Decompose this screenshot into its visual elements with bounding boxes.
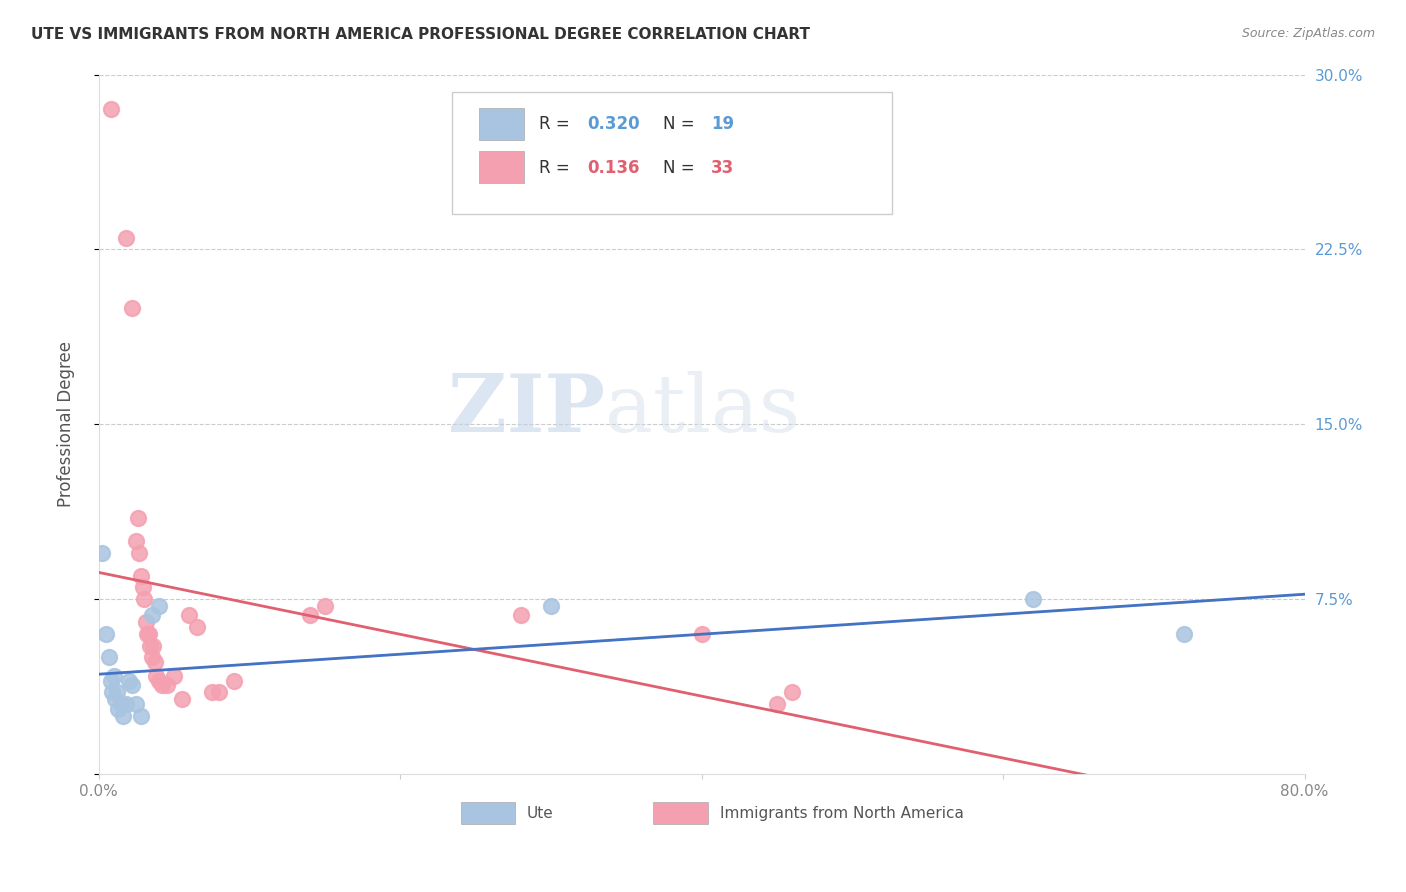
Point [186,620,208,634]
Text: R =: R = [538,115,575,133]
Point [132,592,155,607]
Point [139,639,162,653]
Point [143,655,166,669]
Point [314,599,336,614]
Point [208,685,231,699]
Point [142,639,165,653]
Point [107,702,129,716]
Point [141,608,163,623]
Point [129,569,152,583]
Point [129,708,152,723]
Point [509,608,531,623]
Point [138,627,160,641]
Text: 33: 33 [711,159,734,177]
Point [103,669,125,683]
FancyBboxPatch shape [453,92,893,214]
Text: 19: 19 [711,115,734,133]
Point [201,685,224,699]
Point [690,627,713,641]
Point [90,545,112,559]
Point [127,510,149,524]
Text: N =: N = [664,115,700,133]
Point [115,697,138,711]
Point [540,599,562,614]
Bar [478,108,524,139]
Text: N =: N = [664,159,700,177]
Point [148,673,170,688]
Text: UTE VS IMMIGRANTS FROM NORTH AMERICA PROFESSIONAL DEGREE CORRELATION CHART: UTE VS IMMIGRANTS FROM NORTH AMERICA PRO… [31,27,810,42]
Text: 0.136: 0.136 [588,159,640,177]
Point [298,608,321,623]
Point [148,599,170,614]
Point [156,678,179,692]
Point [100,673,122,688]
Point [766,697,789,711]
Point [104,692,127,706]
Text: R =: R = [538,159,575,177]
Bar [654,802,707,824]
Point [134,615,156,630]
Point [128,545,150,559]
Point [1022,592,1045,607]
Point [111,708,134,723]
Point [101,685,124,699]
Point [121,678,143,692]
Point [179,608,201,623]
Y-axis label: Professional Degree: Professional Degree [58,342,75,508]
Point [105,685,128,699]
Text: 0.320: 0.320 [588,115,640,133]
Text: Ute: Ute [527,805,554,821]
Point [100,103,122,117]
Point [98,650,121,665]
Text: ZIP: ZIP [449,371,605,450]
Point [170,692,193,706]
Text: Source: ZipAtlas.com: Source: ZipAtlas.com [1241,27,1375,40]
Bar [478,152,524,183]
Point [125,697,148,711]
Point [1173,627,1195,641]
Point [110,697,132,711]
Text: Immigrants from North America: Immigrants from North America [720,805,963,821]
Point [150,678,173,692]
Point [136,627,159,641]
Point [125,533,148,548]
Point [163,669,186,683]
Point [141,650,163,665]
Point [145,669,167,683]
Point [224,673,246,688]
Text: atlas: atlas [605,371,800,450]
Point [118,673,141,688]
Point [780,685,803,699]
Point [115,231,138,245]
Point [131,581,153,595]
Point [96,627,118,641]
Bar [461,802,515,824]
Point [121,301,143,315]
